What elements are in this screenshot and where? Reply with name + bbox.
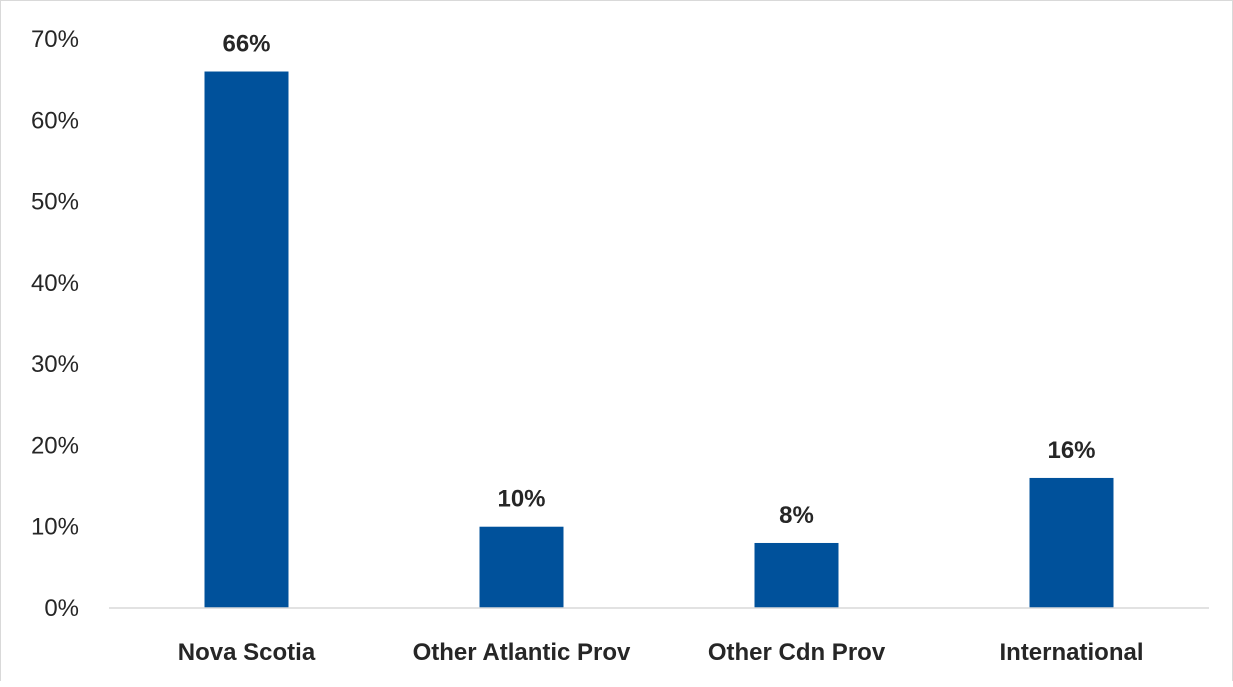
data-label: 10% <box>497 486 545 513</box>
y-tick-label: 50% <box>31 189 79 216</box>
y-tick-label: 70% <box>31 26 79 53</box>
y-tick-label: 60% <box>31 107 79 134</box>
category-label: Other Atlantic Prov <box>413 639 631 666</box>
data-label: 8% <box>779 502 814 529</box>
y-tick-label: 0% <box>44 595 79 622</box>
y-tick-label: 40% <box>31 270 79 297</box>
data-labels: 66% 10% 8% 16% <box>222 31 1095 529</box>
data-label: 16% <box>1047 437 1095 464</box>
y-tick-label: 20% <box>31 432 79 459</box>
y-tick-label: 10% <box>31 514 79 541</box>
bar <box>479 526 564 608</box>
category-label: Nova Scotia <box>178 639 316 666</box>
data-label: 66% <box>222 31 270 58</box>
bar <box>1029 477 1114 608</box>
y-axis-ticks: 0% 10% 20% 30% 40% 50% 60% 70% <box>31 26 79 622</box>
bars <box>204 71 1114 608</box>
bar <box>204 71 289 608</box>
category-labels: Nova Scotia Other Atlantic Prov Other Cdn … <box>178 639 1144 666</box>
bar <box>754 542 839 608</box>
category-label: Other Cdn Prov <box>708 639 886 666</box>
category-label: International <box>999 639 1143 666</box>
y-tick-label: 30% <box>31 351 79 378</box>
